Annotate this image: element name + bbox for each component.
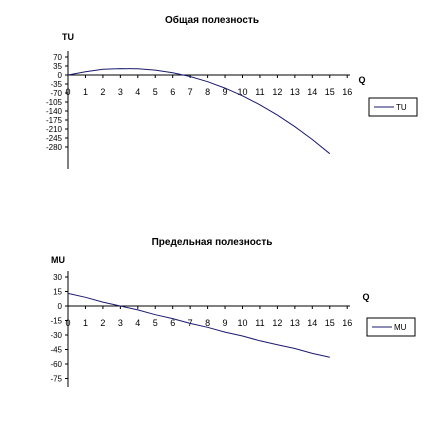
tu-x-tick-label: 2 — [100, 87, 105, 97]
mu-x-tick-label: 2 — [100, 318, 105, 328]
tu-x-tick-label: 10 — [237, 87, 247, 97]
tu-y-tick-label: 35 — [53, 62, 62, 71]
tu-x-tick-label: 8 — [205, 87, 210, 97]
tu-y-tick-label: -245 — [46, 134, 63, 143]
mu-x-tick-label: 15 — [325, 318, 335, 328]
tu-x-tick-label: 12 — [272, 87, 282, 97]
mu-x-tick-label: 14 — [307, 318, 317, 328]
mu-x-tick-label: 11 — [255, 318, 264, 328]
mu-y-tick-label: -60 — [50, 360, 62, 369]
mu-series-line — [67, 292, 330, 358]
tu-x-tick-label: 5 — [153, 87, 158, 97]
tu-x-tick-label: 0 — [65, 87, 70, 97]
tu-y-tick-label: -280 — [46, 143, 63, 152]
mu-y-tick-label: -15 — [50, 317, 62, 326]
mu-y-tick-label: 0 — [58, 302, 63, 311]
mu-y-tick-label: -30 — [50, 331, 62, 340]
mu-x-tick-label: 5 — [153, 318, 158, 328]
tu-series-line — [67, 68, 331, 155]
tu-y-tick-label: 0 — [58, 71, 63, 80]
tu-x-tick-label: 6 — [170, 87, 175, 97]
mu-x-tick-label: 10 — [237, 318, 247, 328]
mu-y-tick-label: -75 — [50, 375, 62, 384]
tu-x-axis-label: Q — [358, 75, 365, 85]
tu-y-tick-label: -175 — [46, 116, 63, 125]
tu-x-tick-label: 7 — [188, 87, 193, 97]
tu-x-tick-label: 13 — [290, 87, 300, 97]
mu-x-axis-label: Q — [362, 292, 369, 302]
mu-y-tick-label: 15 — [53, 288, 62, 297]
tu-y-tick-label: 70 — [53, 53, 62, 62]
mu-y-tick-label: -45 — [50, 346, 62, 355]
mu-legend-label: MU — [394, 323, 407, 332]
tu-x-tick-label: 1 — [83, 87, 88, 97]
tu-legend-label: TU — [396, 103, 407, 112]
tu-y-tick-label: -105 — [46, 98, 63, 107]
mu-x-tick-label: 0 — [65, 318, 70, 328]
tu-x-tick-label: 3 — [118, 87, 123, 97]
mu-x-tick-label: 1 — [83, 318, 88, 328]
tu-x-tick-label: 4 — [135, 87, 140, 97]
mu-x-tick-label: 4 — [135, 318, 140, 328]
mu-x-tick-label: 12 — [272, 318, 282, 328]
tu-y-tick-label: -140 — [46, 107, 63, 116]
tu-x-tick-label: 15 — [325, 87, 335, 97]
tu-x-tick-label: 9 — [223, 87, 228, 97]
mu-y-tick-label: 30 — [53, 273, 62, 282]
tu-y-axis-label: TU — [62, 32, 74, 42]
mu-y-axis-label: MU — [51, 255, 65, 265]
mu-x-tick-label: 13 — [290, 318, 300, 328]
tu-y-tick-label: -70 — [50, 89, 62, 98]
mu-chart-title: Предельная полезность — [152, 237, 273, 248]
tu-x-tick-label: 11 — [255, 87, 264, 97]
tu-y-tick-label: -210 — [46, 125, 63, 134]
tu-y-tick-label: -35 — [50, 80, 62, 89]
mu-x-tick-label: 16 — [342, 318, 352, 328]
mu-x-tick-label: 8 — [205, 318, 210, 328]
mu-x-tick-label: 3 — [118, 318, 123, 328]
tu-chart-title: Общая полезность — [165, 14, 259, 26]
tu-x-tick-label: 16 — [342, 87, 352, 97]
tu-x-tick-label: 14 — [307, 87, 317, 97]
mu-x-tick-label: 9 — [223, 318, 228, 328]
mu-x-tick-label: 6 — [170, 318, 175, 328]
